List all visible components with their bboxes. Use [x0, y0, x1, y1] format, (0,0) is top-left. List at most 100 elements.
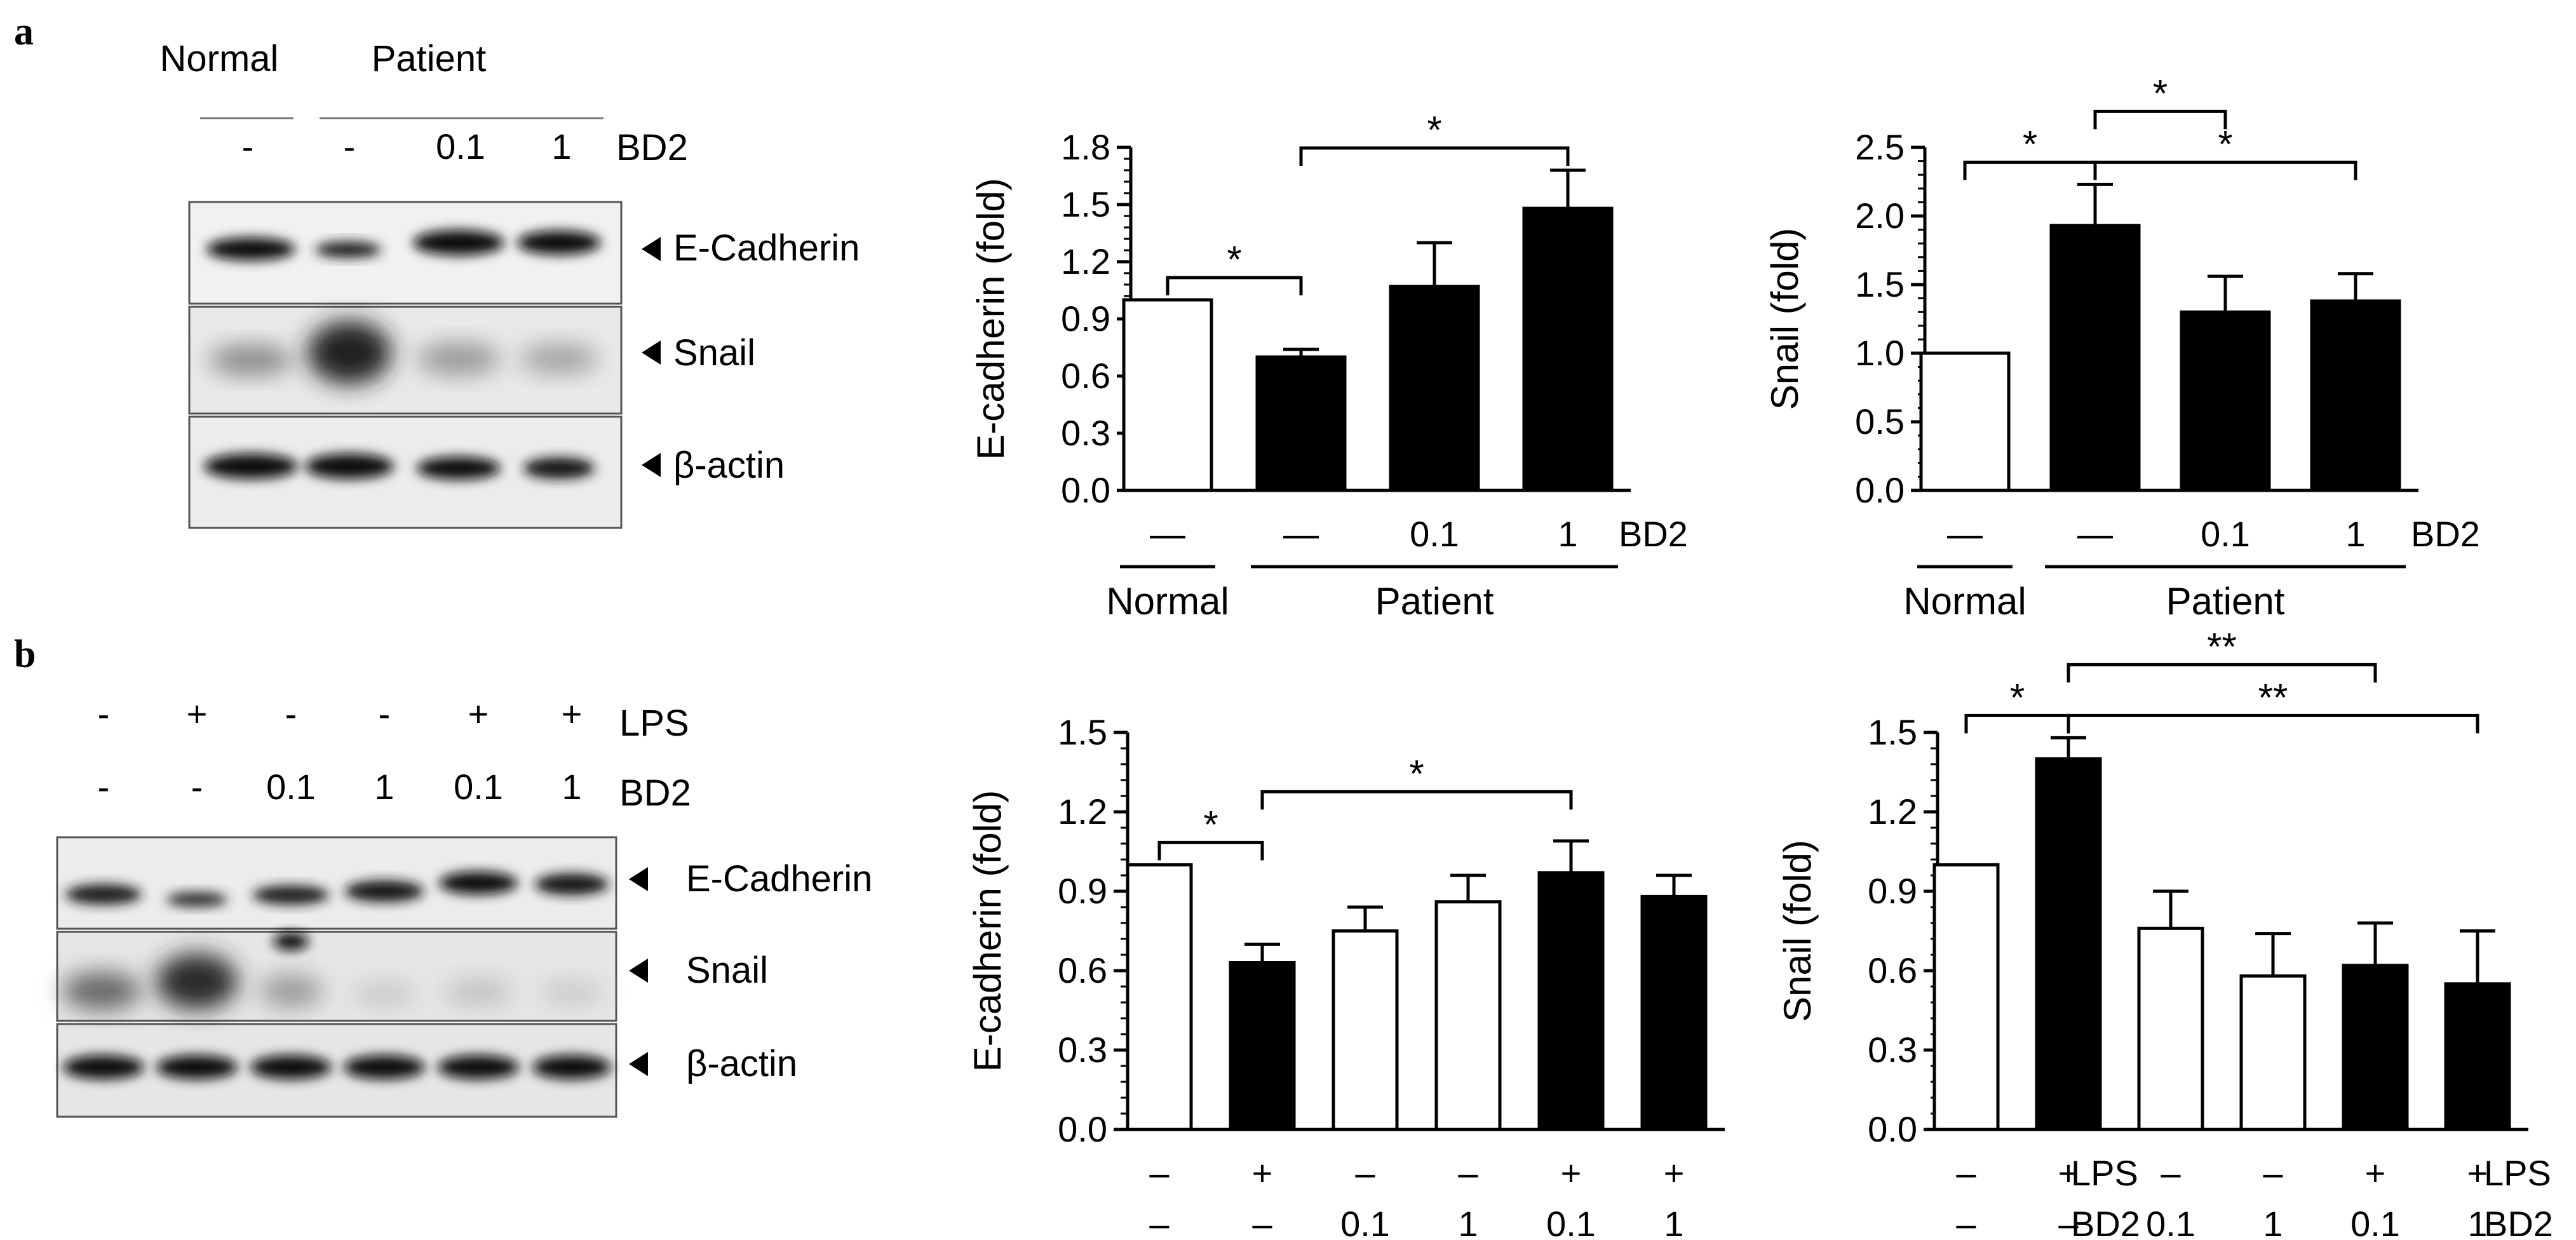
significance-bracket — [1299, 146, 1570, 166]
blot-band — [523, 457, 595, 479]
y-tick-label: 0.3 — [1868, 1030, 1917, 1070]
y-axis-label: E-cadherin (fold) — [966, 790, 1009, 1072]
blot-band — [156, 1055, 238, 1079]
x-category-label: – — [1252, 1204, 1272, 1240]
blot-band — [206, 238, 295, 260]
significance-label: ** — [2207, 625, 2237, 668]
significance-bracket — [1166, 276, 1303, 295]
x-category-label: – — [1956, 1153, 1976, 1193]
y-tick-label: 0.3 — [1061, 413, 1110, 453]
panel-letter-a: a — [14, 10, 34, 53]
x-category-label: 0.1 — [1546, 1204, 1596, 1240]
bar — [1640, 894, 1708, 1131]
group-label: Normal — [1106, 580, 1229, 623]
blot-band — [315, 241, 381, 258]
blot-b-bd2-lane: - — [191, 767, 203, 807]
blot-b-bd2-lane: 0.1 — [266, 767, 316, 807]
blot-b-lps-label: LPS — [619, 703, 689, 744]
significance-label: * — [1203, 803, 1218, 846]
significance-label: ** — [2258, 676, 2288, 718]
bar — [2239, 974, 2307, 1131]
x-category-label: + — [2467, 1153, 2488, 1193]
blot-b-bd2-lane: 0.1 — [454, 767, 503, 807]
blot-band — [517, 231, 601, 255]
bar — [2137, 926, 2204, 1131]
x-category-label: 0.1 — [1340, 1204, 1390, 1240]
marker-arrow — [642, 237, 661, 261]
significance-bracket — [1260, 790, 1573, 810]
bar — [1126, 863, 1193, 1131]
blot-band — [417, 457, 501, 480]
significance-label: * — [1227, 238, 1241, 281]
blot-a-marker-snail: Snail — [673, 332, 755, 374]
blot-band — [535, 873, 609, 895]
blot-a-group-patient: Patient — [372, 38, 487, 79]
blot-a: Normal Patient - - 0.1 1 BD2 E-Cadherin … — [160, 38, 860, 529]
blot-band — [253, 886, 329, 905]
bar — [1537, 871, 1605, 1131]
x-row-label: BD2 — [2411, 514, 2480, 554]
y-tick-label: 0.0 — [1061, 470, 1110, 510]
bar — [1522, 206, 1614, 492]
y-tick-label: 0.5 — [1855, 401, 1905, 441]
blot-b-bd2-lane: - — [98, 767, 110, 807]
panel-letter-b: b — [14, 633, 36, 676]
blot-a-marker-ecad: E-Cadherin — [673, 227, 860, 269]
blot-band — [353, 981, 416, 1007]
blot-strip — [56, 836, 617, 930]
x-category-label: 1 — [1458, 1204, 1478, 1240]
bar — [2035, 757, 2102, 1131]
blot-band — [438, 1055, 519, 1079]
significance-label: * — [1427, 109, 1441, 151]
blot-band — [344, 1055, 425, 1079]
blot-band — [439, 872, 518, 894]
group-label: Patient — [1375, 580, 1494, 623]
blot-band — [413, 230, 504, 255]
x-category-label: + — [2058, 1153, 2079, 1193]
x-category-label: – — [1149, 1204, 1170, 1240]
chart-b-ecad: 0.0 0.3 0.6 0.9 1.2 1.5 E-cadherin (fold) * * – + –… — [966, 712, 2140, 1240]
x-category-label: + — [1664, 1153, 1685, 1193]
blot-band — [63, 1055, 144, 1079]
bar — [1389, 285, 1480, 492]
blot-band — [259, 974, 323, 1008]
group-label: Patient — [2166, 580, 2285, 623]
x-category-label: 0.1 — [1410, 514, 1459, 554]
blot-b-lps-lane: - — [98, 694, 110, 734]
blot-band — [273, 933, 309, 950]
x-category-label: – — [1458, 1153, 1478, 1193]
blot-band — [444, 978, 513, 1006]
blot-b-lps-lane: + — [468, 694, 489, 734]
blot-a-treatment-label: BD2 — [616, 127, 688, 168]
blot-strip — [56, 931, 617, 1022]
bar — [2444, 982, 2511, 1131]
y-axis-label: Snail (fold) — [1763, 228, 1806, 410]
blot-band — [520, 344, 598, 374]
bar-charts: 0.00.30.60.91.21.51.8E-cadherin (fold) **… — [966, 72, 2553, 1240]
y-tick-label: 0.0 — [1868, 1109, 1917, 1149]
significance-label: * — [2010, 676, 2025, 718]
y-tick-label: 2.0 — [1855, 196, 1905, 236]
blot-band — [540, 980, 604, 1005]
y-axis-label: Snail (fold) — [1776, 840, 1819, 1022]
y-tick-label: 0.6 — [1058, 950, 1107, 990]
blot-a-lane-label: - — [242, 126, 254, 166]
blot-b-lps-lane: + — [187, 694, 208, 734]
y-tick-label: 0.9 — [1868, 871, 1917, 911]
blot-band — [65, 884, 142, 905]
blot-b-lps-lane: + — [562, 694, 583, 734]
x-category-label: 0.1 — [2146, 1204, 2195, 1240]
significance-bracket — [1157, 840, 1264, 861]
marker-arrow — [629, 1052, 648, 1076]
x-category-label: – — [1956, 1204, 1976, 1240]
blot-band — [532, 1055, 611, 1079]
marker-arrow — [642, 453, 661, 477]
x-category-label: – — [2058, 1204, 2079, 1240]
blot-b-marker-ecad: E-Cadherin — [686, 858, 872, 900]
y-tick-label: 1.2 — [1868, 792, 1917, 832]
x-category-label: – — [1355, 1153, 1375, 1193]
significance-label: * — [2153, 72, 2168, 114]
y-tick-label: 0.3 — [1058, 1030, 1107, 1070]
blot-a-group-normal: Normal — [160, 38, 279, 79]
significance-label: * — [1409, 752, 1424, 795]
